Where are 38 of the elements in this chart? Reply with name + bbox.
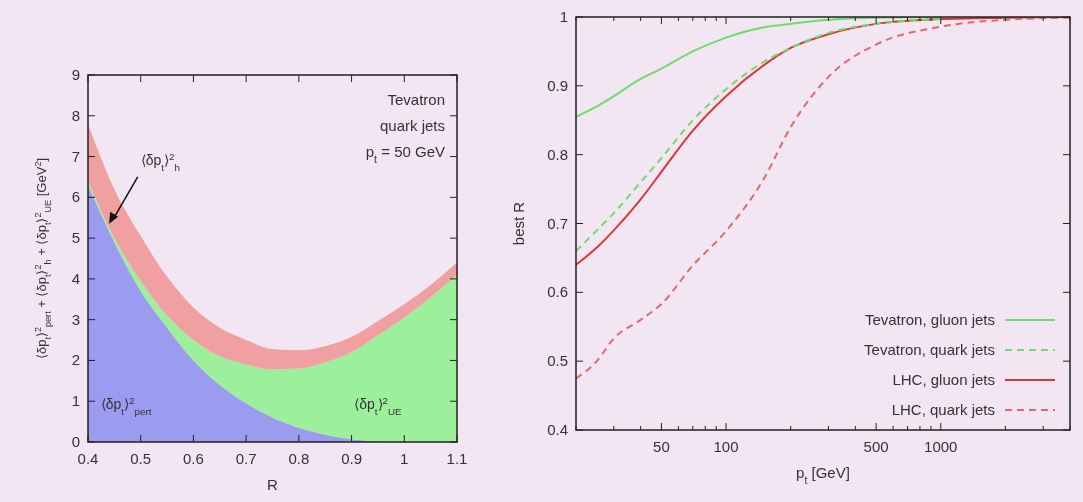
legend-label: LHC, quark jets	[891, 401, 995, 418]
y-tick-label: 3	[71, 310, 80, 328]
y-tick-label: 2	[71, 351, 80, 369]
x-tick-label: 100	[713, 438, 739, 455]
y-tick-label: 4	[71, 269, 80, 287]
y-tick-label: 7	[71, 147, 80, 165]
x-tick-label: 500	[863, 438, 889, 455]
y-tick-label: 0.6	[547, 283, 568, 301]
y-tick-label: 0.9	[547, 76, 568, 94]
x-tick-label: 1.1	[446, 450, 468, 467]
x-tick-label: 1	[400, 450, 409, 467]
y-tick-label: 0.4	[547, 421, 568, 438]
annotation: quark jets	[379, 117, 445, 134]
y-tick-label: 9	[71, 66, 80, 83]
x-axis-title: p$_{t}$ [GeV]	[796, 464, 850, 486]
y-tick-label: 5	[71, 229, 80, 247]
y-tick-label: 1	[559, 8, 568, 25]
x-tick-label: 0.8	[288, 450, 310, 467]
x-tick-label: 1000	[924, 438, 958, 455]
y-tick-label: 0	[71, 433, 80, 450]
annotation: Tevatron	[387, 91, 445, 108]
annotation: p$_{t}$ = 50 GeV	[365, 143, 445, 165]
y-tick-label: 0.7	[547, 214, 568, 232]
x-tick-label: 0.5	[130, 450, 152, 467]
x-tick-label: 50	[653, 438, 670, 455]
y-tick-label: 0.5	[547, 352, 568, 370]
x-tick-label: 0.9	[341, 450, 362, 467]
y-tick-label: 1	[71, 392, 80, 410]
legend-label: Tevatron, quark jets	[864, 341, 995, 358]
x-axis-title: R	[267, 476, 279, 493]
y-axis-title: best R	[510, 201, 527, 246]
legend-label: LHC, gluon jets	[892, 371, 995, 388]
y-tick-label: 8	[71, 106, 80, 124]
x-tick-label: 0.7	[235, 450, 257, 467]
y-tick-label: 0.8	[547, 145, 568, 163]
x-tick-label: 0.6	[183, 450, 204, 467]
legend-label: Tevatron, gluon jets	[864, 311, 995, 328]
y-tick-label: 6	[71, 188, 80, 206]
